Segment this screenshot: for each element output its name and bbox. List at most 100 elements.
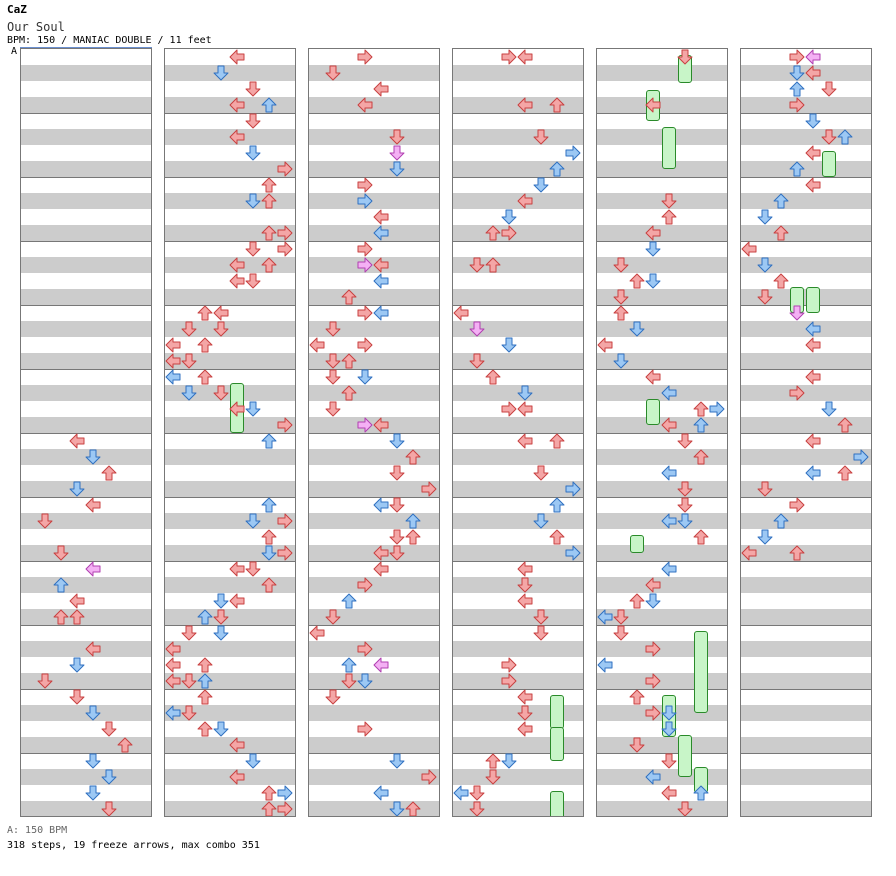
- chart-info-line: BPM: 150 / MANIAC DOUBLE / 11 feet: [7, 35, 212, 46]
- step-arrow-left-icon: [805, 433, 821, 449]
- step-arrow-up-icon: [197, 721, 213, 737]
- step-arrow-up-icon: [613, 305, 629, 321]
- step-arrow-down-icon: [677, 481, 693, 497]
- step-arrow-down-icon: [645, 241, 661, 257]
- step-arrow-up-icon: [629, 689, 645, 705]
- measure-line: [165, 561, 295, 562]
- step-arrow-down-icon: [245, 561, 261, 577]
- measure-line: [21, 497, 151, 498]
- measure-line: [21, 305, 151, 306]
- measure-line: [309, 625, 439, 626]
- artist-name: CaZ: [7, 3, 27, 16]
- step-arrow-left-icon: [645, 769, 661, 785]
- step-arrow-up-icon: [261, 97, 277, 113]
- measure-line: [165, 177, 295, 178]
- step-arrow-down-icon: [69, 481, 85, 497]
- step-arrow-down-icon: [645, 273, 661, 289]
- freeze-arrow: [822, 151, 836, 177]
- measure-line: [597, 497, 727, 498]
- step-arrow-left-icon: [453, 785, 469, 801]
- step-arrow-down-icon: [789, 65, 805, 81]
- measure-line: [21, 625, 151, 626]
- step-arrow-down-icon: [645, 593, 661, 609]
- step-arrow-left-icon: [85, 641, 101, 657]
- freeze-arrow: [662, 127, 676, 169]
- step-arrow-right-icon: [357, 577, 373, 593]
- step-arrow-left-icon: [373, 209, 389, 225]
- step-arrow-left-icon: [357, 97, 373, 113]
- step-arrow-left-icon: [645, 97, 661, 113]
- step-arrow-down-icon: [213, 65, 229, 81]
- step-arrow-right-icon: [501, 673, 517, 689]
- step-arrow-left-icon: [517, 689, 533, 705]
- step-arrow-down-icon: [325, 321, 341, 337]
- measure-line: [165, 369, 295, 370]
- step-arrow-up-icon: [261, 225, 277, 241]
- step-arrow-left-icon: [229, 401, 245, 417]
- step-arrow-left-icon: [85, 497, 101, 513]
- step-arrow-down-icon: [389, 161, 405, 177]
- step-arrow-down-icon: [517, 385, 533, 401]
- step-arrow-down-icon: [245, 145, 261, 161]
- step-arrow-down-icon: [757, 209, 773, 225]
- step-arrow-right-icon: [421, 769, 437, 785]
- step-arrow-down-icon: [469, 321, 485, 337]
- step-arrow-right-icon: [357, 241, 373, 257]
- step-arrow-down-icon: [245, 401, 261, 417]
- step-arrow-down-icon: [517, 577, 533, 593]
- step-arrow-down-icon: [805, 113, 821, 129]
- measure-line: [309, 433, 439, 434]
- step-arrow-left-icon: [229, 737, 245, 753]
- measure-line: [453, 625, 583, 626]
- step-arrow-down-icon: [245, 753, 261, 769]
- measure-line: [597, 753, 727, 754]
- step-arrow-left-icon: [661, 785, 677, 801]
- step-arrow-up-icon: [197, 337, 213, 353]
- step-arrow-down-icon: [757, 481, 773, 497]
- measure-line: [597, 305, 727, 306]
- step-arrow-left-icon: [373, 305, 389, 321]
- step-arrow-up-icon: [261, 433, 277, 449]
- step-arrow-right-icon: [277, 545, 293, 561]
- step-arrow-down-icon: [213, 609, 229, 625]
- step-arrow-up-icon: [261, 193, 277, 209]
- step-arrow-down-icon: [501, 753, 517, 769]
- step-arrow-left-icon: [373, 417, 389, 433]
- step-arrow-up-icon: [69, 609, 85, 625]
- step-arrow-down-icon: [213, 721, 229, 737]
- measure-line: [597, 113, 727, 114]
- step-arrow-down-icon: [341, 673, 357, 689]
- step-arrow-down-icon: [757, 257, 773, 273]
- step-arrow-left-icon: [517, 561, 533, 577]
- step-arrow-left-icon: [741, 545, 757, 561]
- step-arrow-left-icon: [373, 785, 389, 801]
- step-arrow-left-icon: [661, 561, 677, 577]
- song-title: Our Soul: [7, 20, 65, 34]
- step-arrow-left-icon: [661, 513, 677, 529]
- step-arrow-left-icon: [597, 657, 613, 673]
- step-arrow-up-icon: [261, 801, 277, 816]
- step-arrow-right-icon: [357, 177, 373, 193]
- measure-line: [21, 433, 151, 434]
- step-arrow-down-icon: [613, 353, 629, 369]
- step-arrow-down-icon: [245, 113, 261, 129]
- step-arrow-left-icon: [309, 625, 325, 641]
- step-arrow-left-icon: [85, 561, 101, 577]
- step-arrow-left-icon: [69, 433, 85, 449]
- step-arrow-left-icon: [373, 225, 389, 241]
- chart-column-6: [740, 48, 872, 817]
- chart-column-5: [596, 48, 728, 817]
- step-arrow-right-icon: [277, 241, 293, 257]
- step-arrow-up-icon: [197, 369, 213, 385]
- step-arrow-left-icon: [373, 257, 389, 273]
- step-arrow-left-icon: [373, 657, 389, 673]
- step-arrow-down-icon: [181, 353, 197, 369]
- step-arrow-down-icon: [501, 337, 517, 353]
- step-arrow-right-icon: [357, 641, 373, 657]
- freeze-arrow: [550, 695, 564, 729]
- step-arrow-down-icon: [757, 289, 773, 305]
- step-arrow-down-icon: [821, 401, 837, 417]
- step-arrow-down-icon: [85, 449, 101, 465]
- step-arrow-down-icon: [181, 673, 197, 689]
- step-arrow-up-icon: [789, 161, 805, 177]
